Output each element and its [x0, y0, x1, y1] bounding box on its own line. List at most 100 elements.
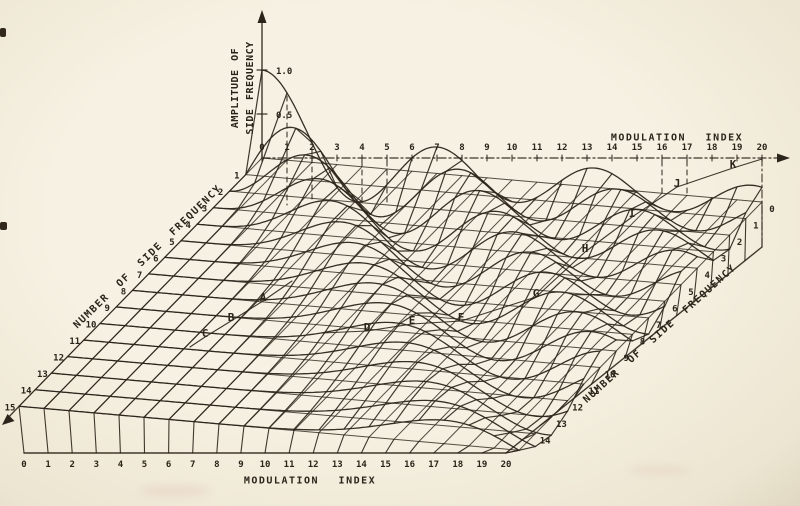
- bessel-curve: [18, 405, 520, 451]
- amplitude-axis-title-line2: SIDE FREQUENCY: [245, 41, 256, 135]
- top-axis-tick-label: 16: [657, 143, 668, 153]
- left-axis-tick-label: 3: [202, 205, 207, 215]
- right-wall-line: [590, 366, 601, 385]
- bottom-axis-tick-label: 2: [69, 460, 74, 470]
- right-axis-tick-label: 14: [540, 437, 551, 447]
- front-wall-line: [240, 425, 245, 454]
- left-axis-tick-label: 1: [234, 172, 239, 182]
- floor-grid-column: [493, 199, 738, 449]
- modulation-index-top-title: MODULATION INDEX: [610, 132, 744, 144]
- front-wall-line: [216, 423, 220, 454]
- top-axis-tick-label: 2: [309, 143, 314, 153]
- top-axis-tick-label: 5: [384, 143, 389, 153]
- amplitude-tick-label: 0.5: [276, 111, 292, 121]
- amplitude-axis-arrow: [257, 10, 267, 23]
- front-wall-line: [192, 421, 195, 454]
- bottom-axis-tick-label: 10: [260, 460, 271, 470]
- top-axis-tick-label: 8: [459, 143, 464, 153]
- surface-point-label: I: [629, 207, 636, 220]
- bottom-axis-tick-label: 18: [452, 460, 463, 470]
- surface-cross-line: [368, 173, 613, 428]
- right-axis-tick-label: 9: [623, 354, 628, 364]
- bottom-axis-tick-label: 12: [308, 460, 319, 470]
- scan-edge-artifact: [0, 222, 7, 230]
- top-axis-tick-label: 3: [334, 143, 339, 153]
- surface-point-label: A: [260, 291, 267, 304]
- front-wall-line: [143, 416, 146, 454]
- top-axis-tick-label: 15: [632, 143, 643, 153]
- top-axis-tick-label: 20: [757, 143, 768, 153]
- bottom-axis-tick-label: 1: [45, 460, 50, 470]
- front-wall-line: [360, 436, 370, 454]
- left-axis-tick-label: 12: [53, 354, 64, 364]
- top-axis-tick-label: 12: [557, 143, 568, 153]
- right-axis-tick-label: 7: [656, 321, 661, 331]
- bessel-curve: [180, 221, 682, 297]
- right-axis-tick-label: 1: [753, 222, 758, 232]
- surface-point-label: J: [674, 177, 681, 190]
- surface-point-label: F: [458, 311, 465, 324]
- surface-cross-line: [43, 92, 288, 409]
- bottom-axis-tick-label: 9: [238, 460, 243, 470]
- top-axis-tick-label: 13: [582, 143, 593, 153]
- right-wall-line: [505, 449, 520, 454]
- left-axis-tick-label: 14: [21, 387, 32, 397]
- surface-cross-line: [68, 127, 313, 412]
- right-axis-tick-label: 12: [572, 404, 583, 414]
- left-axis-tick-label: 15: [5, 403, 16, 413]
- bessel-curve: [212, 177, 715, 262]
- front-wall-line: [457, 445, 470, 454]
- top-axis-tick-label: 6: [409, 143, 414, 153]
- surface-point-label: G: [533, 287, 540, 300]
- right-wall-line: [624, 333, 633, 358]
- right-wall-line: [727, 234, 731, 276]
- surface-cross-line: [118, 167, 363, 416]
- top-axis-tick-label: 14: [607, 143, 618, 153]
- surface-cross-line: [93, 150, 338, 414]
- bessel-curve: [115, 302, 617, 362]
- bottom-axis-tick-label: 16: [404, 460, 415, 470]
- top-axis-tick-label: 17: [682, 143, 693, 153]
- bottom-axis-tick-label: 7: [190, 460, 195, 470]
- surface-point-label: H: [582, 242, 589, 255]
- surface-cross-line: [18, 69, 263, 407]
- surface-cross-line: [293, 196, 538, 430]
- right-axis-tick-label: 11: [588, 387, 599, 397]
- amplitude-axis-title-line1: AMPLITUDE OF: [230, 47, 241, 129]
- front-wall-line: [264, 427, 270, 454]
- surface-cross-line: [493, 186, 738, 437]
- right-wall-line: [744, 218, 747, 262]
- right-axis-tick-label: 5: [688, 288, 693, 298]
- left-axis-tick-label: 10: [86, 321, 97, 331]
- right-axis-tick-label: 10: [605, 371, 616, 381]
- left-axis-tick-label: 4: [185, 221, 191, 231]
- floor-grid-column: [343, 186, 588, 436]
- bottom-axis-tick-label: 5: [142, 460, 147, 470]
- bessel-curve: [131, 282, 634, 343]
- bessel-curve: [245, 126, 747, 232]
- right-axis-tick-label: 2: [737, 238, 742, 248]
- surface-cross-line: [393, 188, 638, 424]
- right-wall-line: [641, 317, 650, 344]
- scan-edge-artifact: [0, 28, 6, 37]
- front-wall-line: [288, 429, 295, 454]
- surface-cross-line: [518, 186, 763, 451]
- bessel-curve: [228, 154, 731, 251]
- front-wall-line: [336, 434, 345, 454]
- floor-grid-column: [368, 188, 613, 438]
- left-axis-arrow: [2, 414, 15, 425]
- surface-point-label: K: [730, 158, 737, 171]
- front-wall-line: [93, 412, 97, 454]
- bottom-axis-tick-label: 3: [94, 460, 99, 470]
- surface-point-label: B: [228, 311, 235, 324]
- front-wall-line: [68, 410, 73, 454]
- left-axis-tick-label: 9: [104, 304, 109, 314]
- floor-grid-column: [468, 197, 713, 447]
- floor-grid-column: [418, 192, 663, 442]
- bottom-axis-tick-label: 11: [284, 460, 295, 470]
- left-axis-tick-label: 11: [69, 337, 80, 347]
- front-wall-line: [18, 405, 25, 454]
- bessel-curve: [147, 262, 650, 335]
